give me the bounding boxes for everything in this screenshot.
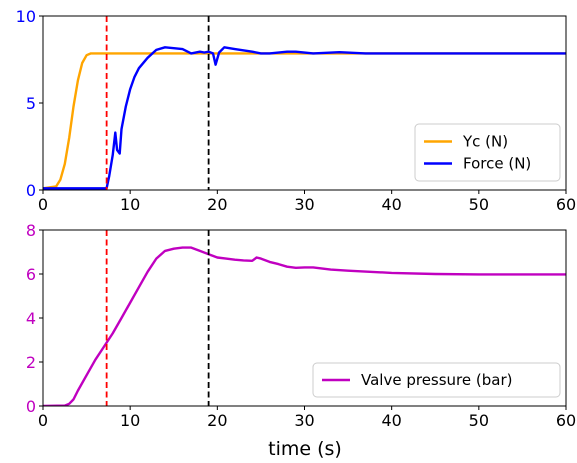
x-tick-label: 10 xyxy=(120,411,140,430)
force-chart-y-ticks: 0 5 10 xyxy=(16,7,43,200)
legend-box xyxy=(312,362,561,398)
force-chart-event-lines xyxy=(105,16,210,190)
force-chart-panel: 0 10 20 30 40 50 60 0 5 10 Yc (N) Force (N) xyxy=(16,7,577,214)
y-tick-label: 8 xyxy=(26,221,36,240)
series-line-yc-n xyxy=(43,52,566,190)
pressure-chart-event-lines xyxy=(105,230,210,406)
x-tick-label: 0 xyxy=(38,195,48,214)
y-tick-label: 4 xyxy=(26,309,36,328)
force-chart-x-ticks: 0 10 20 30 40 50 60 xyxy=(38,190,576,214)
pressure-chart-x-ticks: 0 10 20 30 40 50 60 xyxy=(38,406,576,430)
x-tick-label: 30 xyxy=(294,411,314,430)
x-tick-label: 30 xyxy=(294,195,314,214)
x-tick-label: 60 xyxy=(556,411,576,430)
series-line-force-n xyxy=(43,46,566,190)
legend-label-force-n: Force (N) xyxy=(463,155,531,173)
x-tick-label: 50 xyxy=(469,195,489,214)
series-line-valve-pressure-bar xyxy=(43,246,566,406)
pressure-chart-legend: Valve pressure (bar) xyxy=(312,362,561,398)
x-tick-label: 20 xyxy=(207,195,227,214)
force-chart-series xyxy=(43,46,566,190)
y-tick-label: 6 xyxy=(26,265,36,284)
legend-label-valve-pressure-bar: Valve pressure (bar) xyxy=(361,371,512,389)
force-chart-legend: Yc (N) Force (N) xyxy=(414,123,561,182)
x-tick-label: 60 xyxy=(556,195,576,214)
y-tick-label: 5 xyxy=(26,94,36,113)
x-axis-label: time (s) xyxy=(268,438,342,460)
y-tick-label: 0 xyxy=(26,397,36,416)
x-tick-label: 10 xyxy=(120,195,140,214)
y-tick-label: 0 xyxy=(26,181,36,200)
pressure-chart-panel: 0 10 20 30 40 50 60 0 2 4 6 8 Valve pressure (bar) xyxy=(26,221,576,430)
x-tick-label: 40 xyxy=(381,195,401,214)
y-tick-label: 2 xyxy=(26,353,36,372)
legend-label-yc-n: Yc (N) xyxy=(462,133,508,151)
x-tick-label: 0 xyxy=(38,411,48,430)
pressure-chart-y-ticks: 0 2 4 6 8 xyxy=(26,221,43,416)
x-tick-label: 50 xyxy=(469,411,489,430)
x-tick-label: 40 xyxy=(381,411,401,430)
y-tick-label: 10 xyxy=(16,7,36,26)
x-tick-label: 20 xyxy=(207,411,227,430)
legend-box xyxy=(414,123,561,182)
pressure-chart-series xyxy=(43,246,566,406)
